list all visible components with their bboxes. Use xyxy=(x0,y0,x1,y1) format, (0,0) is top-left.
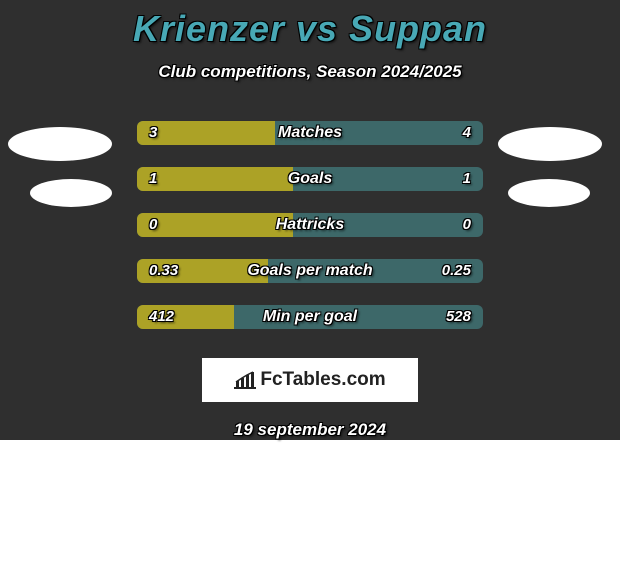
stat-bar: Goals per match0.33 0.25 xyxy=(137,259,483,283)
stat-value-left: 1 xyxy=(149,167,157,191)
stat-row: Hattricks0 0 xyxy=(0,202,620,248)
stat-label: Matches xyxy=(137,121,483,145)
stat-value-right: 0 xyxy=(463,213,471,237)
subtitle: Club competitions, Season 2024/2025 xyxy=(0,62,620,82)
stat-label: Hattricks xyxy=(137,213,483,237)
team-ellipse xyxy=(508,179,590,207)
stat-row: Min per goal412 528 xyxy=(0,294,620,340)
stat-label: Goals per match xyxy=(137,259,483,283)
date-text: 19 september 2024 xyxy=(0,420,620,440)
stat-value-left: 412 xyxy=(149,305,174,329)
stat-label: Goals xyxy=(137,167,483,191)
stat-row: Goals per match0.33 0.25 xyxy=(0,248,620,294)
stat-label: Min per goal xyxy=(137,305,483,329)
stat-bar: Hattricks0 0 xyxy=(137,213,483,237)
stat-value-right: 1 xyxy=(463,167,471,191)
stat-bar: Min per goal412 528 xyxy=(137,305,483,329)
stat-value-right: 528 xyxy=(446,305,471,329)
brand-box[interactable]: FcTables.com xyxy=(202,358,418,402)
stat-value-left: 0.33 xyxy=(149,259,178,283)
page-title: Krienzer vs Suppan xyxy=(0,0,620,50)
stat-value-right: 0.25 xyxy=(442,259,471,283)
chart-icon xyxy=(234,371,256,389)
stat-value-left: 3 xyxy=(149,121,157,145)
stat-bar: Matches3 4 xyxy=(137,121,483,145)
stat-value-left: 0 xyxy=(149,213,157,237)
team-ellipse xyxy=(498,127,602,161)
stat-bar: Goals1 1 xyxy=(137,167,483,191)
team-ellipse xyxy=(30,179,112,207)
stat-value-right: 4 xyxy=(463,121,471,145)
comparison-panel: Krienzer vs Suppan Club competitions, Se… xyxy=(0,0,620,440)
brand-text: FcTables.com xyxy=(260,369,385,391)
stats-block: Matches3 4 Goals1 1 Hattricks0 0 Goals per mat… xyxy=(0,110,620,340)
team-ellipse xyxy=(8,127,112,161)
